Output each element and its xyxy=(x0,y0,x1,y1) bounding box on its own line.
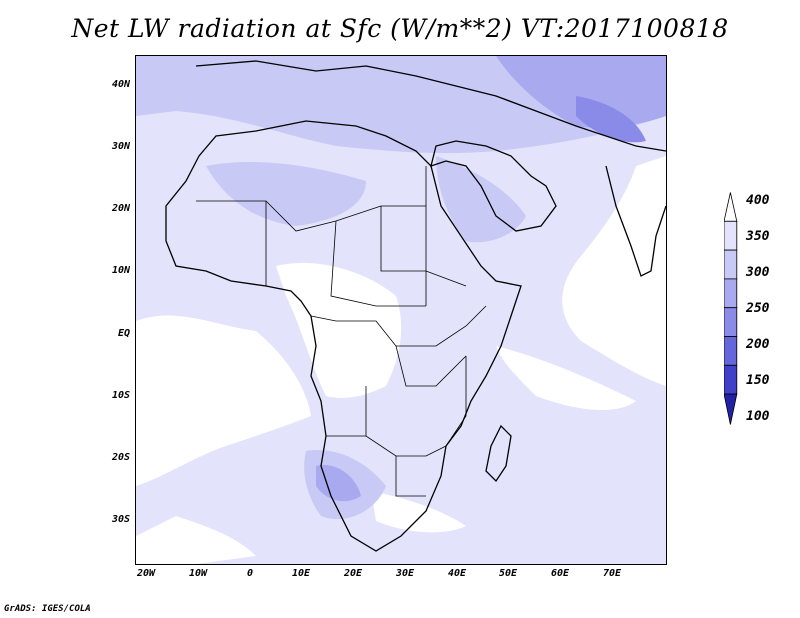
colorbar-segment xyxy=(724,249,738,280)
field-above-400-indian-2 xyxy=(496,346,636,411)
lon-label: 10E xyxy=(291,568,311,579)
lat-label: 20S xyxy=(111,452,130,463)
lon-label: 60E xyxy=(550,568,570,579)
field-above-400-congo xyxy=(276,262,402,398)
map-title: Net LW radiation at Sfc (W/m**2) VT:2017… xyxy=(71,14,729,43)
map-plot-area xyxy=(135,55,667,565)
colorbar-label: 250 xyxy=(746,301,770,316)
colorbar-label: 400 xyxy=(746,193,770,208)
field-250-300-iran xyxy=(496,56,666,128)
lon-label: 20E xyxy=(343,568,363,579)
footer-credit: GrADS: IGES/COLA xyxy=(4,604,91,614)
lat-label: 10N xyxy=(111,265,130,276)
colorbar-label: 200 xyxy=(746,337,770,352)
colorbar-segment xyxy=(724,307,738,337)
coastlines xyxy=(165,60,666,552)
colorbar-segment xyxy=(724,364,738,395)
field-300-350-arabia xyxy=(436,156,526,243)
colorbar-bottom-arrow xyxy=(724,393,738,425)
india-coastline xyxy=(605,165,666,277)
lat-label: 10S xyxy=(111,390,130,401)
colorbar-label: 300 xyxy=(746,265,770,280)
field-above-400-atlantic-2 xyxy=(166,382,266,422)
field-200-250-zagros xyxy=(576,96,646,143)
field-above-400-sw xyxy=(136,516,256,564)
lon-label: 10W xyxy=(188,568,208,579)
lat-label: 20N xyxy=(111,203,130,214)
lon-label: 70E xyxy=(602,568,622,579)
colorbar-top-arrow xyxy=(724,192,738,222)
lon-label: 40E xyxy=(447,568,467,579)
lat-label: 40N xyxy=(111,79,130,90)
lat-label: 30S xyxy=(111,514,130,525)
field-above-400-south xyxy=(371,491,466,533)
colorbar xyxy=(724,192,738,425)
africa-coastline xyxy=(165,120,522,552)
lon-label: 20W xyxy=(136,568,156,579)
lat-label: 30N xyxy=(111,141,130,152)
radiation-field-map xyxy=(136,56,666,564)
field-300-350-sahara xyxy=(206,161,366,226)
mediterranean-coast xyxy=(195,60,666,152)
lon-label: 0 xyxy=(246,568,254,579)
lon-label: 50E xyxy=(498,568,518,579)
colorbar-label: 100 xyxy=(746,409,770,424)
colorbar-segment xyxy=(724,336,738,366)
country-borders xyxy=(196,166,487,497)
colorbar-segment xyxy=(724,278,738,309)
arabia-coastline xyxy=(430,140,557,232)
field-250-300-namib xyxy=(316,465,361,502)
field-above-400-indian xyxy=(562,156,666,386)
colorbar-segment xyxy=(724,220,738,251)
lat-label: EQ xyxy=(117,328,130,339)
madagascar-coastline xyxy=(485,424,512,483)
colorbar-label: 150 xyxy=(746,373,770,388)
colorbar-label: 350 xyxy=(746,229,770,244)
lon-label: 30E xyxy=(395,568,415,579)
